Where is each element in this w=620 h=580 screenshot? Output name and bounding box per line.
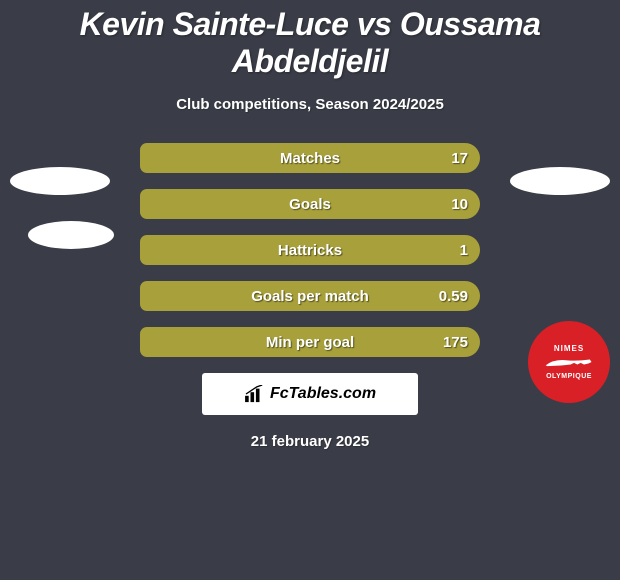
brand-text: FcTables.com: [270, 385, 376, 403]
stat-bar-left: [140, 327, 147, 357]
stats-area: NIMES OLYMPIQUE Matches17Goals10Hattrick…: [0, 143, 620, 450]
stat-bar: Goals 10: [140, 189, 480, 219]
stat-label: Hattricks: [278, 242, 342, 259]
brand-badge[interactable]: FcTables.com: [202, 373, 418, 415]
stat-bar: Hattricks 1: [140, 235, 480, 265]
subtitle: Club competitions, Season 2024/2025: [0, 96, 620, 113]
stat-value-right: 175: [443, 334, 468, 351]
stat-value-right: 1: [460, 242, 468, 259]
footer-date: 21 february 2025: [0, 433, 620, 450]
stat-row: Goals per match 0.59: [0, 281, 620, 311]
stat-row: Goals 10: [0, 189, 620, 219]
stat-bar-left: [140, 235, 147, 265]
bar-chart-icon: [244, 385, 266, 403]
stat-bar: Matches 17: [140, 143, 480, 173]
stat-bar-left: [140, 281, 147, 311]
stat-label: Goals: [289, 196, 331, 213]
stat-label: Goals per match: [251, 288, 369, 305]
stat-label: Min per goal: [266, 334, 354, 351]
stat-bar-left: [140, 143, 147, 173]
stat-label: Matches: [280, 150, 340, 167]
stat-bar: Min per goal 175: [140, 327, 480, 357]
stat-value-right: 10: [451, 196, 468, 213]
stat-value-right: 17: [451, 150, 468, 167]
stat-value-right: 0.59: [439, 288, 468, 305]
stat-row: Min per goal 175: [0, 327, 620, 357]
comparison-card: Kevin Sainte-Luce vs Oussama Abdeldjelil…: [0, 0, 620, 580]
stat-row: Matches 17: [0, 143, 620, 173]
stat-bar: Goals per match 0.59: [140, 281, 480, 311]
stat-bar-left: [140, 189, 147, 219]
page-title: Kevin Sainte-Luce vs Oussama Abdeldjelil: [0, 0, 620, 80]
club-badge-bottom: OLYMPIQUE: [544, 373, 594, 380]
stat-row: Hattricks 1: [0, 235, 620, 265]
